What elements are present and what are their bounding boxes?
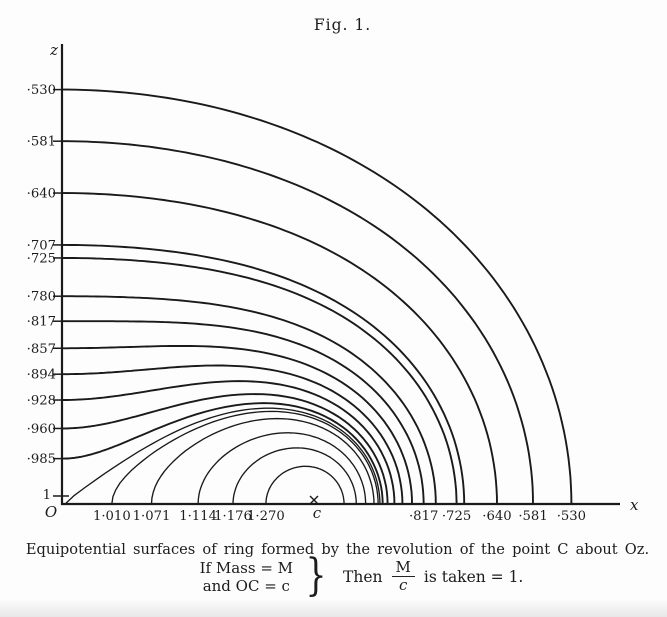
x-axis-label-1·010: 1·010 <box>93 509 131 524</box>
z-axis-label-·530: ·530 <box>27 83 56 98</box>
z-axis-label-·581: ·581 <box>27 135 56 150</box>
equipotential-curve-1·270 <box>265 465 345 503</box>
z-axis-label-·707: ·707 <box>27 238 56 253</box>
x-axis-label-1·114: 1·114 <box>179 509 217 524</box>
z-axis-label-·725: ·725 <box>27 251 56 266</box>
equipotential-curve-1 <box>65 407 381 503</box>
equipotential-plot: ·530·581·640·707·725·780·817·857·894·928… <box>27 41 639 524</box>
x-axis-title: x <box>630 496 639 514</box>
x-axis-label-·725: ·725 <box>442 509 471 524</box>
equipotential-curve-·725 <box>63 257 458 503</box>
x-axis-label-1·270: 1·270 <box>247 509 285 524</box>
z-axis-label-1: 1 <box>43 488 51 503</box>
equipotential-curve-·640 <box>63 192 498 503</box>
equipotential-curve-1·114 <box>197 432 367 503</box>
z-axis-label-·985: ·985 <box>27 452 56 467</box>
x-axis-label-·640: ·640 <box>482 509 511 524</box>
fraction-numerator: M <box>391 559 415 578</box>
equipotential-curve-·780 <box>63 295 437 503</box>
equipotential-curve-1·176 <box>232 447 357 503</box>
x-axis-label-·530: ·530 <box>557 509 586 524</box>
formula-tail: is taken = 1. <box>423 567 524 586</box>
z-axis-label-·640: ·640 <box>27 187 56 202</box>
equipotential-curve-·817 <box>63 320 425 503</box>
origin-label: O <box>45 503 57 521</box>
z-axis-label-·928: ·928 <box>27 394 56 409</box>
figure-title: Fig. 1. <box>313 16 372 34</box>
equipotential-curve-1·071 <box>150 417 375 503</box>
then-word: Then <box>343 567 383 586</box>
page-edge-shadow <box>0 600 667 617</box>
z-axis-title: z <box>49 41 58 59</box>
x-axis-label-·581: ·581 <box>518 509 547 524</box>
x-axis-label-1·176: 1·176 <box>214 509 252 524</box>
conditions-block: If Mass = M and OC = c <box>200 559 293 595</box>
condition-oc: and OC = c <box>202 576 290 595</box>
z-axis-label-·817: ·817 <box>27 315 56 330</box>
ring-point-marker <box>309 495 319 505</box>
equipotential-curve-·530 <box>63 88 573 503</box>
equipotential-curve-·928 <box>63 380 396 503</box>
figure-formula: If Mass = M and OC = c } Then M c is tak… <box>28 550 667 601</box>
z-axis-label-·894: ·894 <box>27 368 56 383</box>
ring-point-label: c <box>313 504 322 522</box>
equipotential-curve-·707 <box>63 243 466 503</box>
z-axis-label-·857: ·857 <box>27 342 56 357</box>
fraction-denominator: c <box>398 576 408 595</box>
z-axis-label-·780: ·780 <box>27 290 56 305</box>
fraction-m-over-c: M c <box>391 559 415 595</box>
brace-glyph: } <box>305 550 327 601</box>
equipotential-curve-·857 <box>63 344 413 503</box>
condition-mass: If Mass = M <box>199 558 294 577</box>
equipotential-curve-·894 <box>63 364 404 503</box>
figure-caption: Equipotential surfaces of ring formed by… <box>25 541 650 558</box>
equipotential-curve-·581 <box>63 140 534 503</box>
equipotential-curve-·960 <box>63 393 389 503</box>
x-axis-label-·817: ·817 <box>409 509 438 524</box>
equipotential-curve-1·010 <box>111 410 379 503</box>
x-axis-label-1·071: 1·071 <box>133 509 171 524</box>
z-axis-label-·960: ·960 <box>27 422 56 437</box>
equipotential-curve-·985 <box>63 402 384 503</box>
axes <box>60 44 620 506</box>
